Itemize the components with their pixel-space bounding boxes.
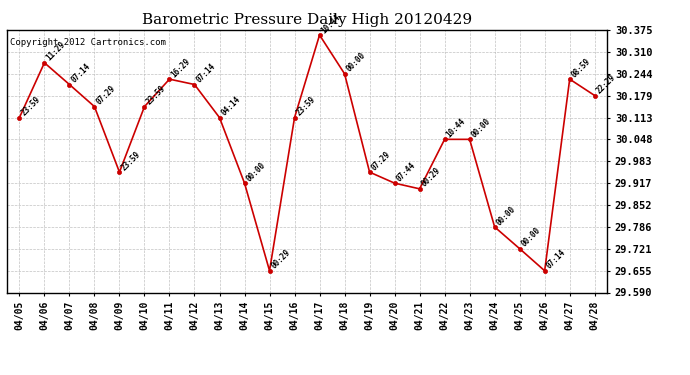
Text: 00:00: 00:00 <box>495 204 518 227</box>
Text: 10:44: 10:44 <box>444 117 467 140</box>
Text: 00:00: 00:00 <box>520 226 542 249</box>
Text: 07:14: 07:14 <box>70 62 92 84</box>
Text: 07:29: 07:29 <box>95 84 117 106</box>
Text: 07:14: 07:14 <box>544 248 567 271</box>
Text: 00:29: 00:29 <box>420 166 442 189</box>
Text: 04:14: 04:14 <box>219 95 242 118</box>
Text: 00:00: 00:00 <box>470 117 493 140</box>
Text: 16:29: 16:29 <box>170 57 193 79</box>
Text: 08:59: 08:59 <box>570 57 593 79</box>
Text: 23:59: 23:59 <box>295 95 317 118</box>
Text: 00:00: 00:00 <box>244 160 267 183</box>
Text: 00:00: 00:00 <box>344 51 367 74</box>
Text: 07:14: 07:14 <box>195 62 217 84</box>
Text: 07:29: 07:29 <box>370 149 393 172</box>
Text: 23:59: 23:59 <box>119 149 142 172</box>
Text: 23:59: 23:59 <box>144 84 167 106</box>
Text: Copyright 2012 Cartronics.com: Copyright 2012 Cartronics.com <box>10 38 166 47</box>
Text: 07:44: 07:44 <box>395 160 417 183</box>
Title: Barometric Pressure Daily High 20120429: Barometric Pressure Daily High 20120429 <box>142 13 472 27</box>
Text: 00:29: 00:29 <box>270 248 293 271</box>
Text: 11:29: 11:29 <box>44 40 67 63</box>
Text: 23:59: 23:59 <box>19 95 42 118</box>
Text: 22:29: 22:29 <box>595 73 618 96</box>
Text: 10:44: 10:44 <box>319 12 342 35</box>
